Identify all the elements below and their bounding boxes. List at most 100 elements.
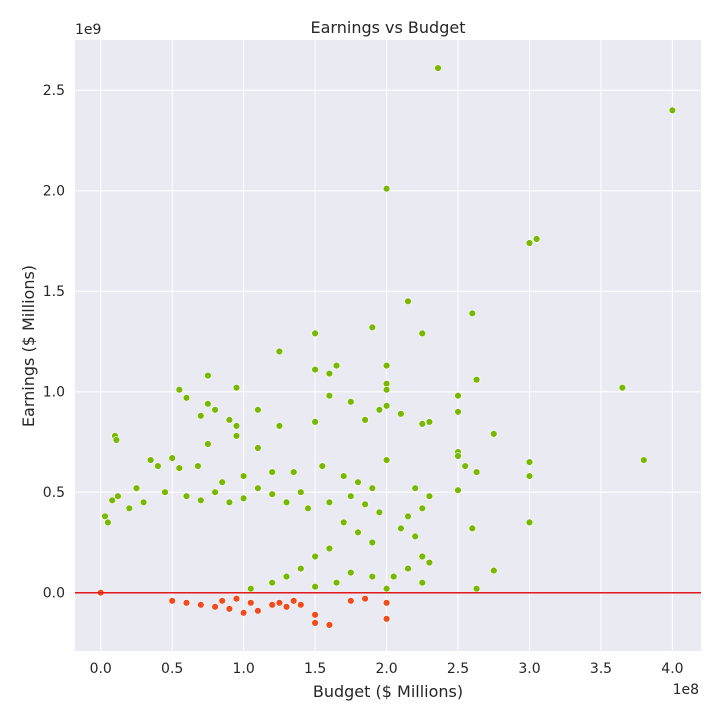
profit-point <box>361 416 369 424</box>
profit-point <box>375 508 384 516</box>
profit-point <box>311 552 319 561</box>
profit-point <box>132 484 141 492</box>
profit-point <box>461 462 469 470</box>
profit-point <box>525 472 534 480</box>
profit-point <box>472 468 481 476</box>
y-tick-label: 0.5 <box>43 485 65 501</box>
profit-point <box>197 412 205 420</box>
profit-point <box>472 376 481 384</box>
profit-point <box>368 323 376 332</box>
profit-point <box>182 394 191 402</box>
profit-point <box>311 365 319 374</box>
profit-point <box>418 504 426 512</box>
profit-point <box>282 498 291 506</box>
plot-background <box>75 40 701 651</box>
profit-point <box>112 436 121 444</box>
y-tick-label: 2.0 <box>43 184 65 200</box>
profit-point <box>618 384 627 392</box>
profit-point <box>397 410 405 418</box>
profit-point <box>411 532 419 541</box>
loss-point <box>311 611 319 619</box>
loss-point <box>268 601 276 609</box>
profit-point <box>211 406 219 414</box>
loss-point <box>232 594 241 603</box>
profit-point <box>325 392 334 400</box>
profit-point <box>225 498 234 506</box>
profit-point <box>125 504 134 512</box>
profit-point <box>282 572 291 581</box>
profit-point <box>454 392 462 400</box>
profit-point <box>340 472 348 480</box>
profit-point <box>418 552 426 561</box>
profit-point <box>204 440 212 448</box>
profit-point <box>490 566 498 575</box>
y-tick-label: 2.5 <box>43 83 65 99</box>
loss-point <box>347 597 355 605</box>
profit-point <box>332 361 341 370</box>
loss-point <box>247 599 255 607</box>
profit-point <box>434 64 442 72</box>
profit-point <box>268 468 276 476</box>
profit-point <box>161 488 169 496</box>
loss-point <box>218 597 226 605</box>
y-tick-label: 1.0 <box>43 385 65 401</box>
profit-point <box>347 492 355 500</box>
profit-point <box>239 472 248 480</box>
profit-point <box>275 347 284 356</box>
x-tick-label: 0.0 <box>90 661 112 677</box>
profit-point <box>347 568 355 577</box>
profit-point <box>154 462 162 470</box>
profit-point <box>204 371 212 380</box>
profit-point <box>194 462 202 470</box>
loss-point <box>361 594 369 603</box>
profit-point <box>290 468 298 476</box>
y-tick-labels: 0.0 0.5 1.0 1.5 2.0 2.5 <box>43 83 65 601</box>
profit-point <box>382 185 391 193</box>
profit-point <box>268 490 276 498</box>
x-tick-labels: 0.0 0.5 1.0 1.5 2.0 2.5 3.0 3.5 4.0 <box>90 661 684 677</box>
profit-point <box>340 518 348 527</box>
profit-point <box>297 564 305 573</box>
profit-point <box>332 578 341 587</box>
loss-point <box>197 601 205 609</box>
loss-point <box>382 615 391 623</box>
loss-point <box>239 609 248 617</box>
profit-point <box>382 386 391 394</box>
profit-point <box>297 488 305 496</box>
profit-point <box>318 462 326 470</box>
loss-point <box>254 607 262 615</box>
profit-point <box>175 386 184 394</box>
loss-point <box>325 621 334 629</box>
profit-point <box>239 494 248 502</box>
loss-point <box>225 605 234 613</box>
profit-point <box>254 406 262 414</box>
x-tick-label: 3.0 <box>518 661 540 677</box>
profit-point <box>425 558 434 567</box>
profit-point <box>147 456 155 464</box>
profit-point <box>390 572 398 581</box>
loss-point <box>168 597 176 605</box>
profit-point <box>404 512 412 520</box>
profit-point <box>368 538 376 547</box>
profit-point <box>454 452 462 460</box>
loss-point <box>182 599 191 607</box>
loss-point <box>311 619 319 627</box>
profit-point <box>468 524 476 533</box>
profit-point <box>325 498 334 506</box>
loss-point <box>211 603 219 611</box>
profit-point <box>425 418 434 426</box>
y-tick-label: 0.0 <box>43 586 65 602</box>
loss-point <box>382 599 391 607</box>
profit-point <box>108 496 116 504</box>
profit-point <box>382 584 391 593</box>
profit-point <box>525 458 534 466</box>
profit-point <box>375 406 384 414</box>
profit-point <box>404 564 412 573</box>
profit-point <box>525 518 534 527</box>
profit-point <box>204 400 212 408</box>
profit-point <box>104 518 112 527</box>
profit-point <box>168 454 176 462</box>
x-tick-label: 1.0 <box>233 661 255 677</box>
profit-point <box>114 492 122 500</box>
